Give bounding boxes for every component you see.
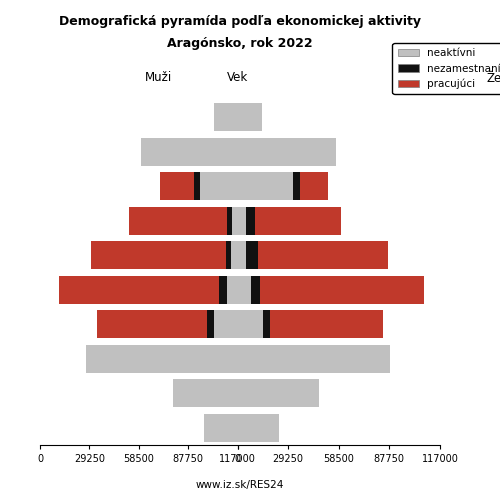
Bar xyxy=(238,172,293,200)
Bar xyxy=(230,242,237,269)
Bar xyxy=(255,207,342,234)
Text: Vek: Vek xyxy=(227,71,248,84)
Bar xyxy=(252,276,260,303)
Bar xyxy=(204,414,238,442)
Text: Aragónsko, rok 2022: Aragónsko, rok 2022 xyxy=(167,38,313,51)
Bar xyxy=(214,310,238,338)
Text: Ženy: Ženy xyxy=(486,70,500,84)
Bar xyxy=(258,242,388,269)
Bar xyxy=(238,276,252,303)
Bar xyxy=(174,380,238,407)
Bar xyxy=(98,310,207,338)
Bar xyxy=(86,345,237,372)
Bar xyxy=(238,345,390,372)
Bar xyxy=(58,276,219,303)
Bar xyxy=(219,276,228,303)
Bar xyxy=(270,310,383,338)
Bar xyxy=(200,172,237,200)
Bar xyxy=(160,172,194,200)
Bar xyxy=(214,104,238,131)
Bar xyxy=(238,104,262,131)
Bar xyxy=(238,138,336,166)
Bar xyxy=(228,276,237,303)
Bar xyxy=(228,207,232,234)
Bar xyxy=(238,207,246,234)
Text: Muži: Muži xyxy=(145,71,172,84)
Bar xyxy=(293,172,300,200)
Bar xyxy=(226,242,230,269)
Bar xyxy=(246,207,255,234)
Text: www.iz.sk/RES24: www.iz.sk/RES24 xyxy=(196,480,284,490)
Bar xyxy=(264,310,270,338)
Bar xyxy=(238,414,279,442)
Bar xyxy=(238,242,246,269)
Text: Demografická pyramída podľa ekonomickej aktivity: Demografická pyramída podľa ekonomickej … xyxy=(59,15,421,28)
Bar xyxy=(238,380,319,407)
Bar xyxy=(300,172,328,200)
Bar xyxy=(232,207,237,234)
Bar xyxy=(238,310,264,338)
Bar xyxy=(207,310,214,338)
Bar xyxy=(142,138,238,166)
Legend: neaktívni, nezamestnaní, pracujúci: neaktívni, nezamestnaní, pracujúci xyxy=(392,43,500,94)
Bar xyxy=(130,207,228,234)
Bar xyxy=(260,276,424,303)
Bar xyxy=(194,172,200,200)
Bar xyxy=(246,242,258,269)
Bar xyxy=(90,242,226,269)
